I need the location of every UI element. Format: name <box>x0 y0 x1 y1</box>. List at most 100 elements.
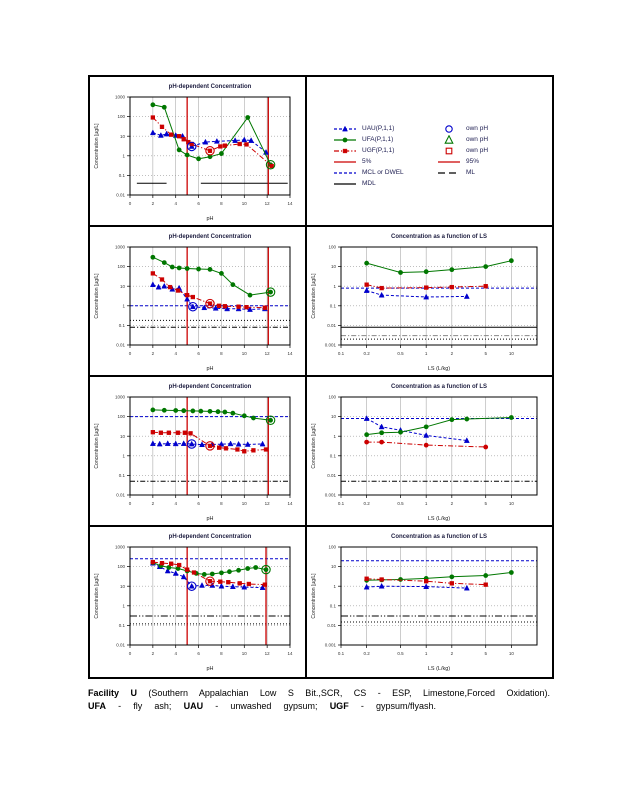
caption-text: - fly ash; <box>106 701 184 711</box>
legend-item: UAU(P,1,1) <box>333 123 437 134</box>
triangle-marker-icon <box>444 134 454 144</box>
circle-marker-icon <box>334 137 356 142</box>
caption-text: - gypsum/flyash. <box>348 701 436 711</box>
legend-column-series: UAU(P,1,1) UFA(P,1,1) UGF(P,1,1) 5% MCL or D… <box>333 123 437 189</box>
svg-text:10: 10 <box>120 434 126 439</box>
svg-text:2: 2 <box>152 501 155 506</box>
svg-text:10: 10 <box>509 351 515 356</box>
svg-text:12: 12 <box>265 351 271 356</box>
legend-item: own pH <box>437 123 527 134</box>
svg-text:LS (L/kg): LS (L/kg) <box>428 666 450 672</box>
figure-panel: 0 2 4 6 8 10 12 14 1000 100 10 1 0.1 0.01 pH-dependent… <box>88 75 554 679</box>
chart-cell-ph-row1: 0 2 4 6 8 10 12 14 1000 100 10 1 0.1 0.01 pH-dependent… <box>90 77 307 225</box>
svg-text:8: 8 <box>220 201 223 206</box>
svg-text:10: 10 <box>331 414 337 419</box>
circle-marker-icon <box>445 124 453 133</box>
svg-text:8: 8 <box>220 351 223 356</box>
svg-text:1: 1 <box>333 284 336 289</box>
svg-text:0.01: 0.01 <box>116 343 125 348</box>
svg-text:10: 10 <box>120 284 126 289</box>
svg-text:100: 100 <box>117 414 125 419</box>
legend-item: UGF(P,1,1) <box>333 145 437 156</box>
caption-line-2: UFA - fly ash; UAU - unwashed gypsum; UG… <box>88 700 436 712</box>
chart-ph-dependent-row2: 0 2 4 6 8 10 12 14 1000 100 10 1 0.1 0.01 pH-dependent… <box>94 234 293 372</box>
svg-text:1000: 1000 <box>115 395 126 400</box>
svg-text:Concentration [µg/L]: Concentration [µg/L] <box>94 123 100 169</box>
svg-text:1: 1 <box>122 303 125 308</box>
caption-line-1: Facility U (Southern Appalachian Low S B… <box>88 687 550 699</box>
svg-text:10: 10 <box>509 501 515 506</box>
svg-text:2: 2 <box>451 501 454 506</box>
svg-text:pH-dependent Concentration: pH-dependent Concentration <box>169 234 252 240</box>
caption-term: UFA <box>88 701 106 711</box>
caption-term: UAU <box>183 701 204 711</box>
svg-text:10: 10 <box>331 564 337 569</box>
svg-text:0.1: 0.1 <box>330 303 337 308</box>
figure-row-2: 0 2 4 6 8 10 12 14 1000 100 10 1 0.1 0.01 pH-dependent… <box>90 227 552 377</box>
svg-text:1: 1 <box>333 584 336 589</box>
svg-text:0.01: 0.01 <box>116 193 125 198</box>
svg-text:1000: 1000 <box>115 95 126 100</box>
chart-cell-ph-row4: 0 2 4 6 8 10 12 14 1000 100 10 1 0.1 0.01 pH-dependent… <box>90 527 307 677</box>
svg-text:0: 0 <box>129 651 132 656</box>
chart-ls-function-row4: 0.1 0.2 0.5 1 2 5 10 100 10 1 0.1 0.01 0.001 Concentr… <box>311 534 538 672</box>
svg-text:pH: pH <box>206 216 213 222</box>
svg-text:1: 1 <box>425 501 428 506</box>
svg-text:0.1: 0.1 <box>338 351 345 356</box>
legend-column-limits: own pH own pH own pH 95% ML <box>437 123 527 189</box>
legend-item: MDL <box>333 178 437 189</box>
svg-text:Concentration [µg/L]: Concentration [µg/L] <box>311 573 317 619</box>
svg-text:Concentration as a function of: Concentration as a function of LS <box>391 384 487 390</box>
svg-text:100: 100 <box>117 564 125 569</box>
legend-item: 5% <box>333 156 437 167</box>
line-sample-icon <box>438 171 460 174</box>
caption-text: (Southern Appalachian Low S Bit.,SCR, CS… <box>148 688 550 698</box>
svg-text:0.5: 0.5 <box>397 501 404 506</box>
svg-text:LS (L/kg): LS (L/kg) <box>428 366 450 372</box>
svg-text:10: 10 <box>242 201 248 206</box>
svg-text:pH: pH <box>206 516 213 522</box>
chart-cell-ph-row2: 0 2 4 6 8 10 12 14 1000 100 10 1 0.1 0.01 pH-dependent… <box>90 227 307 375</box>
svg-text:10: 10 <box>120 584 126 589</box>
svg-text:Concentration [µg/L]: Concentration [µg/L] <box>94 573 100 619</box>
svg-text:4: 4 <box>174 351 177 356</box>
svg-text:14: 14 <box>287 501 293 506</box>
svg-text:6: 6 <box>197 201 200 206</box>
svg-text:1: 1 <box>122 153 125 158</box>
svg-text:0.01: 0.01 <box>327 473 336 478</box>
square-marker-icon <box>445 147 453 154</box>
figure-row-3: 0 2 4 6 8 10 12 14 1000 100 10 1 0.1 0.01 pH-dependent… <box>90 377 552 527</box>
figure-caption: Facility U (Southern Appalachian Low S B… <box>88 687 556 712</box>
chart-cell-ls-row4: 0.1 0.2 0.5 1 2 5 10 100 10 1 0.1 0.01 0.001 Concentr… <box>307 527 552 677</box>
svg-text:0.1: 0.1 <box>338 501 345 506</box>
legend-item: ML <box>437 167 527 178</box>
svg-text:4: 4 <box>174 501 177 506</box>
svg-text:1: 1 <box>333 434 336 439</box>
triangle-marker-icon <box>334 125 356 131</box>
legend-item-label: own pH <box>466 136 489 143</box>
svg-text:0: 0 <box>129 351 132 356</box>
svg-text:1: 1 <box>425 351 428 356</box>
svg-text:Concentration [µg/L]: Concentration [µg/L] <box>94 423 100 469</box>
legend-item-label: 95% <box>466 158 480 165</box>
svg-text:100: 100 <box>117 264 125 269</box>
svg-text:0.1: 0.1 <box>330 603 337 608</box>
svg-text:4: 4 <box>174 201 177 206</box>
svg-text:100: 100 <box>117 114 125 119</box>
svg-text:6: 6 <box>197 351 200 356</box>
line-sample-icon <box>334 171 356 174</box>
svg-text:1: 1 <box>122 603 125 608</box>
svg-text:10: 10 <box>120 134 126 139</box>
svg-text:LS (L/kg): LS (L/kg) <box>428 516 450 522</box>
svg-text:0.2: 0.2 <box>364 651 371 656</box>
svg-text:pH: pH <box>206 666 213 672</box>
svg-text:0.001: 0.001 <box>325 343 337 348</box>
legend-item-label: UAU(P,1,1) <box>362 125 395 132</box>
line-sample-icon <box>334 182 356 185</box>
line-sample-icon <box>334 160 356 163</box>
svg-text:10: 10 <box>509 651 515 656</box>
svg-text:1000: 1000 <box>115 245 126 250</box>
svg-text:10: 10 <box>242 501 248 506</box>
caption-text: - unwashed gypsum; <box>203 701 330 711</box>
